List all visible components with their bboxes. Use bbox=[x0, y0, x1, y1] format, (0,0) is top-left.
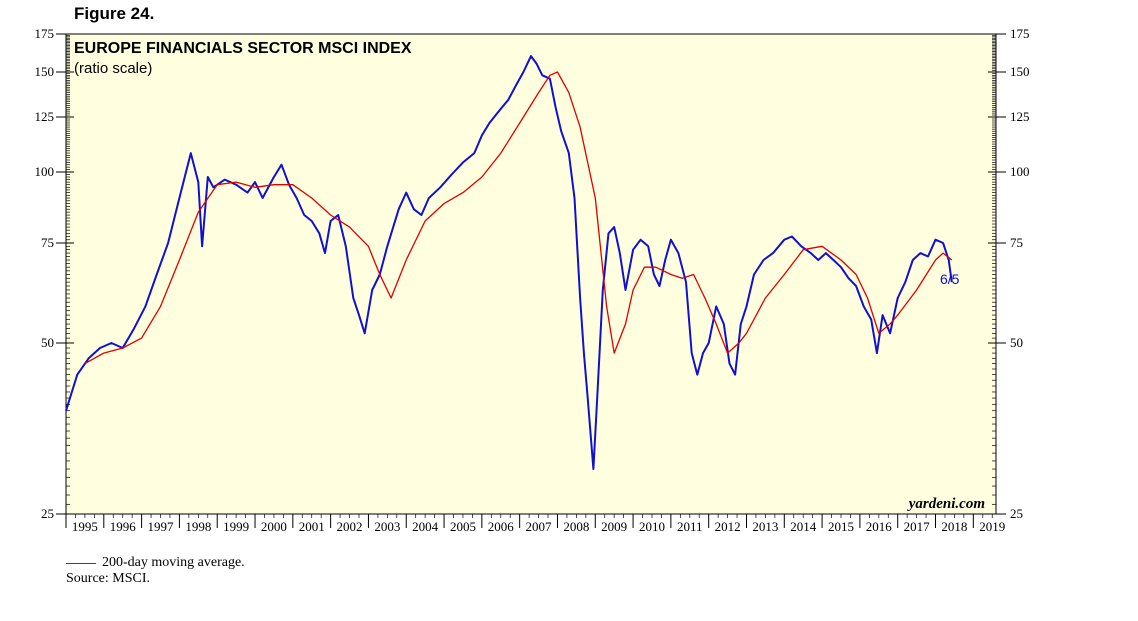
x-tick-label: 2004 bbox=[412, 519, 439, 534]
x-tick-label: 2010 bbox=[639, 519, 665, 534]
x-tick-label: 1996 bbox=[110, 519, 137, 534]
x-tick-label: 2006 bbox=[488, 519, 515, 534]
y-tick-label-right: 100 bbox=[1010, 164, 1030, 179]
watermark: yardeni.com bbox=[907, 496, 985, 512]
x-tick-label: 2019 bbox=[979, 519, 1005, 534]
y-tick-label-right: 125 bbox=[1010, 109, 1030, 124]
y-tick-label-left: 50 bbox=[41, 335, 54, 350]
figure-label: Figure 24. bbox=[74, 4, 155, 23]
y-tick-label-right: 150 bbox=[1010, 64, 1030, 79]
legend: 200-day moving average. bbox=[66, 555, 245, 571]
x-tick-label: 2013 bbox=[752, 519, 778, 534]
y-tick-label-right: 175 bbox=[1010, 26, 1030, 41]
y-tick-label-left: 125 bbox=[35, 109, 55, 124]
end-annotation: 6/5 bbox=[940, 271, 960, 287]
legend-swatch-red-line bbox=[66, 562, 96, 564]
y-tick-label-left: 100 bbox=[35, 164, 55, 179]
series-layer bbox=[65, 55, 953, 470]
x-tick-label: 2000 bbox=[261, 519, 287, 534]
x-tick-label: 2011 bbox=[677, 519, 703, 534]
y-tick-label-right: 75 bbox=[1010, 235, 1023, 250]
x-tick-label: 2015 bbox=[828, 519, 854, 534]
x-tick-label: 2018 bbox=[941, 519, 967, 534]
x-tick-label: 1999 bbox=[223, 519, 249, 534]
y-tick-label-right: 25 bbox=[1010, 506, 1023, 521]
x-tick-label: 2002 bbox=[337, 519, 363, 534]
x-tick-label: 2009 bbox=[601, 519, 627, 534]
chart-subtitle: (ratio scale) bbox=[74, 60, 152, 77]
chart-title: EUROPE FINANCIALS SECTOR MSCI INDEX bbox=[74, 40, 412, 57]
x-tick-label: 2005 bbox=[450, 519, 476, 534]
x-tick-label: 2007 bbox=[526, 519, 553, 534]
legend-item-moving-average: 200-day moving average. bbox=[66, 555, 245, 571]
y-tick-label-left: 150 bbox=[35, 64, 55, 79]
y-tick-label-left: 25 bbox=[41, 506, 54, 521]
legend-label: 200-day moving average. bbox=[102, 555, 245, 570]
x-tick-label: 2014 bbox=[790, 519, 817, 534]
x-tick-label: 2008 bbox=[563, 519, 589, 534]
x-tick-label: 2001 bbox=[299, 519, 325, 534]
moving-average-series-line bbox=[84, 71, 953, 365]
source-note: Source: MSCI. bbox=[66, 571, 150, 586]
axes: 25 25 50 50 75 75 100 100 125 125 150 150 175 175 1995… bbox=[35, 26, 1030, 534]
y-tick-label-left: 75 bbox=[41, 235, 54, 250]
x-tick-label: 1998 bbox=[185, 519, 211, 534]
x-tick-label: 1995 bbox=[72, 519, 98, 534]
y-tick-label-left: 175 bbox=[35, 26, 55, 41]
plot-area bbox=[65, 33, 997, 515]
x-tick-label: 2016 bbox=[866, 519, 893, 534]
x-tick-label: 2017 bbox=[904, 519, 931, 534]
x-tick-label: 2003 bbox=[374, 519, 400, 534]
y-tick-label-right: 50 bbox=[1010, 335, 1023, 350]
x-tick-label: 1997 bbox=[148, 519, 175, 534]
x-tick-label: 2012 bbox=[715, 519, 741, 534]
